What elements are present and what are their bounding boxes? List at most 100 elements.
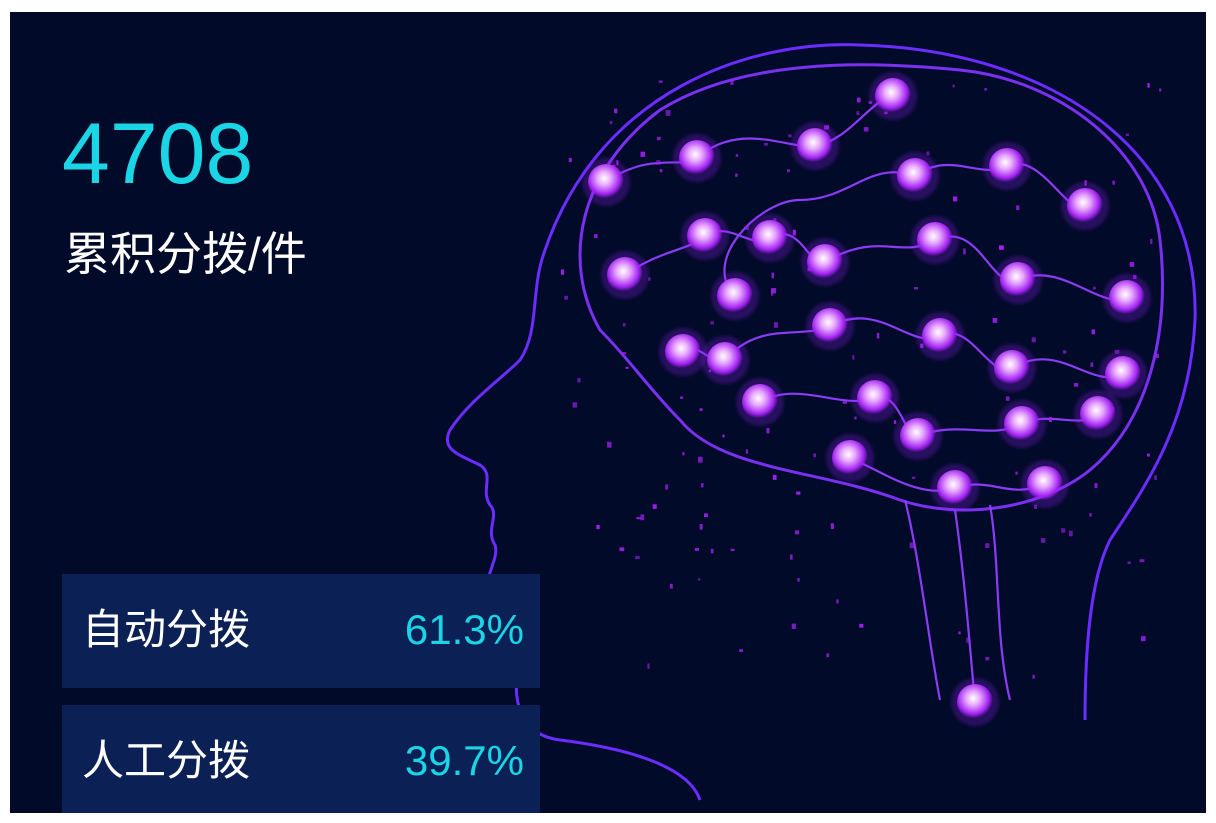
particle bbox=[653, 504, 657, 509]
particle bbox=[625, 367, 628, 369]
particle bbox=[1092, 329, 1095, 334]
particle bbox=[1074, 383, 1078, 387]
particle bbox=[795, 530, 799, 534]
particle bbox=[859, 624, 863, 628]
particle bbox=[796, 492, 800, 495]
particle bbox=[1032, 337, 1036, 342]
node bbox=[957, 684, 993, 720]
particle bbox=[831, 523, 834, 529]
particle bbox=[1147, 83, 1149, 88]
particle bbox=[636, 517, 641, 519]
particle bbox=[894, 420, 896, 424]
stat-label: 自动分拨 bbox=[82, 602, 250, 658]
node bbox=[742, 384, 778, 420]
particle bbox=[666, 110, 671, 116]
node bbox=[812, 308, 848, 344]
particle bbox=[647, 663, 649, 668]
particle bbox=[852, 355, 854, 359]
particle bbox=[1089, 513, 1091, 516]
node bbox=[917, 222, 953, 258]
particle bbox=[723, 435, 725, 438]
particle bbox=[985, 657, 989, 660]
node bbox=[707, 342, 743, 378]
node bbox=[832, 440, 868, 476]
particle bbox=[771, 288, 776, 293]
node bbox=[994, 350, 1030, 386]
particle bbox=[1128, 562, 1131, 564]
particle bbox=[659, 81, 663, 83]
particle bbox=[1063, 350, 1066, 353]
particle bbox=[594, 234, 597, 238]
particle bbox=[1140, 559, 1145, 562]
particle bbox=[773, 475, 777, 480]
node bbox=[1000, 262, 1036, 298]
particle bbox=[710, 321, 714, 324]
particle bbox=[619, 547, 624, 551]
panel: 4708 累积分拨/件 自动分拨 61.3% 人工分拨 39.7% bbox=[10, 12, 1206, 813]
particle bbox=[596, 525, 599, 529]
node bbox=[857, 380, 893, 416]
particle bbox=[746, 449, 748, 454]
particle bbox=[966, 638, 969, 643]
node bbox=[1105, 356, 1141, 392]
node bbox=[900, 418, 936, 454]
particle bbox=[739, 649, 743, 652]
particle bbox=[1049, 417, 1052, 422]
particle bbox=[660, 169, 663, 172]
node bbox=[937, 470, 973, 506]
stat-label: 人工分拨 bbox=[82, 733, 250, 789]
particle bbox=[953, 85, 955, 88]
particle bbox=[813, 453, 816, 457]
particle bbox=[614, 109, 617, 114]
particle bbox=[843, 401, 847, 403]
particle bbox=[569, 158, 572, 162]
particle bbox=[797, 578, 800, 581]
node bbox=[1109, 280, 1145, 316]
particle bbox=[1147, 454, 1150, 457]
particle bbox=[730, 80, 733, 85]
particle bbox=[731, 549, 735, 551]
particle bbox=[641, 152, 646, 157]
particle bbox=[790, 554, 793, 559]
particle bbox=[788, 134, 792, 137]
particle bbox=[682, 452, 684, 455]
particle bbox=[1126, 134, 1129, 136]
particle bbox=[927, 151, 930, 155]
particle bbox=[877, 333, 879, 339]
particle bbox=[1015, 472, 1017, 475]
node bbox=[989, 148, 1025, 184]
particle bbox=[573, 402, 577, 407]
particle bbox=[1032, 675, 1034, 679]
node bbox=[1027, 466, 1063, 502]
particle bbox=[910, 543, 915, 549]
particle bbox=[985, 543, 989, 548]
particle bbox=[680, 397, 683, 399]
particle bbox=[827, 653, 830, 657]
particle bbox=[711, 549, 714, 553]
particle bbox=[792, 624, 796, 629]
node bbox=[752, 220, 788, 256]
particle bbox=[698, 578, 701, 580]
node bbox=[665, 334, 701, 370]
node bbox=[922, 318, 958, 354]
particle bbox=[836, 599, 838, 603]
particle bbox=[864, 127, 869, 131]
particle bbox=[736, 154, 738, 157]
particle bbox=[1159, 89, 1161, 92]
particle bbox=[698, 457, 703, 463]
particle bbox=[766, 428, 769, 433]
node bbox=[1004, 406, 1040, 442]
particle bbox=[856, 111, 859, 115]
particle bbox=[774, 322, 778, 327]
particle bbox=[963, 248, 966, 254]
node bbox=[687, 218, 723, 254]
particle bbox=[958, 631, 960, 634]
particle bbox=[854, 416, 856, 419]
particle bbox=[1154, 354, 1159, 358]
total-value: 4708 bbox=[62, 104, 253, 204]
stat-row: 人工分拨 39.7% bbox=[62, 705, 540, 813]
particle bbox=[561, 269, 564, 274]
stat-row: 自动分拨 61.3% bbox=[62, 574, 540, 688]
particle bbox=[857, 98, 861, 103]
node bbox=[607, 257, 643, 293]
